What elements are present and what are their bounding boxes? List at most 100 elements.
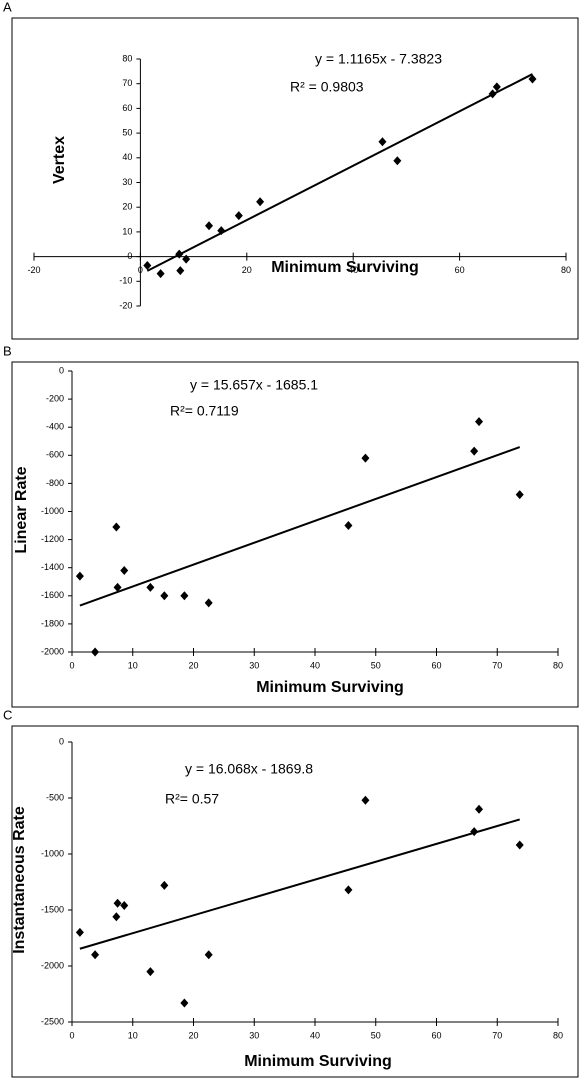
data-point: [120, 566, 129, 576]
equation: y = 1.1165x - 7.3823: [315, 51, 442, 67]
y-tick-label: 10: [122, 226, 132, 236]
x-tick-label: 30: [249, 660, 259, 670]
y-tick-label: -400: [46, 422, 64, 432]
r-squared: R²= 0.7119: [170, 403, 239, 419]
data-point: [528, 74, 537, 84]
data-point: [204, 950, 213, 960]
x-tick-label: 60: [431, 660, 441, 670]
x-tick-label: 50: [371, 1030, 381, 1040]
equation: y = 15.657x - 1685.1: [190, 377, 318, 393]
x-tick-label: 0: [138, 265, 143, 275]
data-point: [143, 260, 152, 270]
y-tick-label: -20: [119, 300, 132, 310]
data-point: [515, 840, 524, 850]
r-squared: R² = 0.9803: [290, 79, 364, 95]
y-tick-label: 40: [122, 152, 132, 162]
y-tick-label: -200: [46, 393, 64, 403]
data-point: [113, 898, 122, 908]
x-tick-label: 20: [188, 1030, 198, 1040]
data-point: [234, 211, 243, 221]
data-point: [146, 582, 155, 592]
panel-letter: B: [3, 343, 12, 358]
y-tick-label: -2000: [41, 960, 64, 970]
panel-letter: C: [3, 707, 12, 722]
x-axis-label: Minimum Surviving: [256, 679, 404, 696]
data-point: [378, 137, 387, 147]
y-axis-label: Instantaneous Rate: [11, 806, 28, 954]
x-tick-label: -20: [27, 265, 40, 275]
y-tick-label: -2500: [41, 1016, 64, 1026]
panel-frame: [11, 17, 579, 340]
x-tick-label: 70: [492, 660, 502, 670]
data-point: [75, 927, 84, 937]
y-tick-label: 30: [122, 177, 132, 187]
y-tick-label: -1200: [41, 534, 64, 544]
x-tick-label: 20: [242, 265, 252, 275]
data-point: [160, 880, 169, 890]
x-tick-label: 30: [249, 1030, 259, 1040]
data-point: [204, 598, 213, 608]
x-tick-label: 70: [492, 1030, 502, 1040]
x-tick-label: 80: [553, 1030, 563, 1040]
y-tick-label: -1600: [41, 590, 64, 600]
data-point: [112, 912, 121, 922]
y-tick-label: -10: [119, 276, 132, 286]
data-point: [160, 591, 169, 601]
data-point: [176, 266, 185, 276]
data-point: [91, 647, 100, 657]
trendline: [79, 818, 521, 950]
data-point: [180, 998, 189, 1008]
data-point: [175, 249, 184, 259]
data-point: [256, 197, 265, 207]
data-point: [156, 269, 165, 279]
y-tick-label: -600: [46, 450, 64, 460]
y-tick-label: 50: [122, 127, 132, 137]
data-point: [344, 521, 353, 531]
data-point: [475, 804, 484, 814]
x-axis-label: Minimum Surviving: [244, 1053, 392, 1070]
data-point: [361, 795, 370, 805]
y-axis-label: Vertex: [51, 136, 68, 184]
y-tick-label: 0: [127, 251, 132, 261]
x-tick-label: 40: [310, 1030, 320, 1040]
y-tick-label: 80: [122, 53, 132, 63]
x-tick-label: 80: [553, 660, 563, 670]
panel-frame: [11, 361, 579, 708]
data-point: [470, 827, 479, 837]
trendline: [146, 73, 533, 272]
data-point: [112, 522, 121, 532]
y-tick-label: -1000: [41, 506, 64, 516]
y-tick-label: 20: [122, 202, 132, 212]
x-tick-label: 10: [128, 1030, 138, 1040]
y-axis-label: Linear Rate: [13, 466, 30, 553]
x-tick-label: 0: [69, 1030, 74, 1040]
data-point: [120, 901, 129, 911]
data-point: [91, 950, 100, 960]
panel-frame: [11, 725, 579, 1078]
x-tick-label: 50: [371, 660, 381, 670]
y-tick-label: -1800: [41, 618, 64, 628]
data-point: [515, 490, 524, 500]
panel-letter: A: [3, 0, 12, 14]
x-tick-label: 20: [188, 660, 198, 670]
x-tick-label: 60: [455, 265, 465, 275]
data-point: [205, 221, 214, 231]
r-squared: R²= 0.57: [165, 791, 219, 807]
y-tick-label: -1400: [41, 562, 64, 572]
x-tick-label: 60: [431, 1030, 441, 1040]
y-tick-label: 70: [122, 78, 132, 88]
data-point: [470, 446, 479, 456]
trendline: [79, 446, 521, 607]
data-point: [146, 967, 155, 977]
data-point: [217, 226, 226, 236]
data-point: [180, 591, 189, 601]
x-tick-label: 40: [310, 660, 320, 670]
data-point: [182, 254, 191, 264]
y-tick-label: -800: [46, 478, 64, 488]
y-tick-label: 60: [122, 103, 132, 113]
y-tick-label: 0: [59, 736, 64, 746]
data-point: [492, 82, 501, 92]
data-point: [344, 885, 353, 895]
y-tick-label: 0: [59, 365, 64, 375]
